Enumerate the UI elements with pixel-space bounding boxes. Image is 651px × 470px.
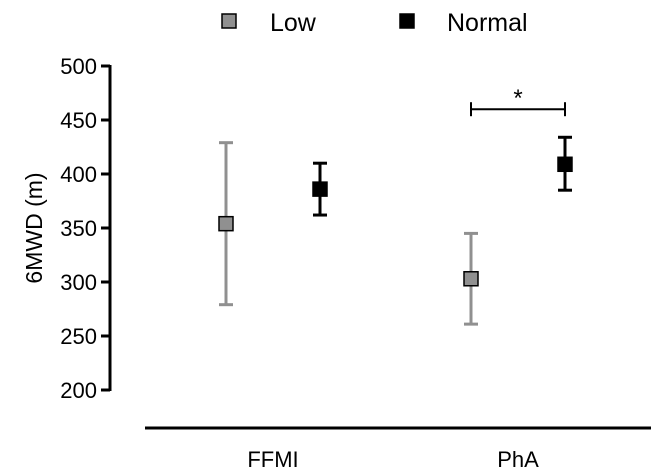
data-point-low-ffmi: [218, 141, 234, 307]
point-marker: [312, 181, 328, 197]
significance-label: *: [513, 85, 522, 112]
annotations: *: [470, 85, 566, 117]
x-category-label: PhA: [497, 447, 539, 470]
significance-bracket: *: [470, 85, 566, 117]
y-tick-label: 500: [60, 54, 97, 79]
legend-item-low: Low: [221, 9, 317, 37]
legend: Low Normal: [221, 9, 528, 37]
x-axis: FFMI PhA: [145, 426, 651, 470]
data-point-normal-ffmi: [312, 161, 328, 217]
data-point-normal-pha: [557, 135, 573, 192]
y-axis-label: 6MWD (m): [21, 172, 47, 283]
plot-area: [218, 135, 573, 326]
legend-label: Low: [270, 9, 317, 37]
y-tick-label: 250: [60, 324, 97, 349]
y-tick-label: 450: [60, 108, 97, 133]
point-marker: [218, 215, 234, 232]
y-axis: 200 250 300 350 400 450 500 6MWD (m): [21, 54, 112, 403]
y-tick-label: 400: [60, 162, 97, 187]
point-marker: [463, 271, 479, 287]
y-tick-label: 200: [60, 378, 97, 403]
x-category-label: FFMI: [247, 447, 298, 470]
y-tick-label: 350: [60, 216, 97, 241]
legend-swatch: [221, 13, 237, 29]
legend-label: Normal: [447, 9, 528, 37]
y-tick-label: 300: [60, 270, 97, 295]
legend-swatch: [399, 13, 415, 29]
legend-item-normal: Normal: [399, 9, 528, 37]
data-point-low-pha: [463, 231, 479, 326]
point-marker: [557, 156, 573, 173]
